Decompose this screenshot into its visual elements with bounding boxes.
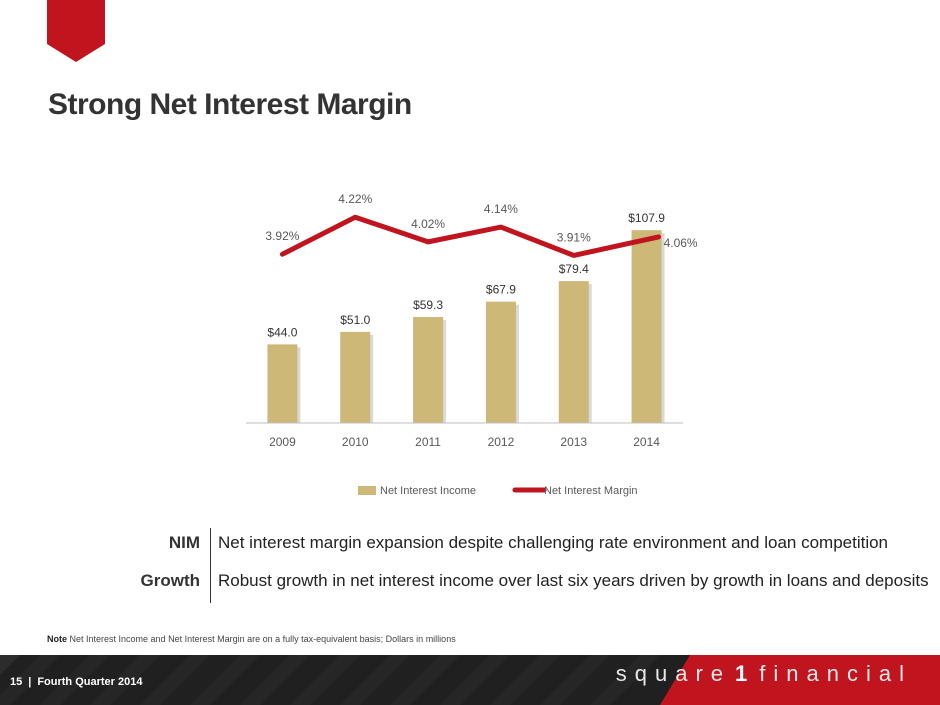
bar-value-label: $107.9	[628, 211, 665, 225]
footer-page-info: 15 | Fourth Quarter 2014	[10, 676, 142, 688]
brand-logo: square 1 financial	[616, 661, 912, 687]
footnote: Note Net Interest Income and Net Interes…	[47, 634, 456, 644]
bar-value-label: $79.4	[559, 262, 589, 276]
footer-period: Fourth Quarter 2014	[37, 676, 143, 688]
page-title: Strong Net Interest Margin	[48, 88, 412, 121]
margin-value-label: 4.22%	[338, 192, 372, 206]
footer-stripes	[0, 655, 940, 705]
footnote-text: Net Interest Income and Net Interest Mar…	[69, 634, 456, 644]
brand-logo-left: square	[615, 661, 732, 686]
bar-value-label: $59.3	[413, 298, 443, 312]
x-tick-label: 2013	[560, 435, 587, 449]
bar-2010	[340, 331, 371, 423]
x-tick-label: 2014	[633, 435, 660, 449]
margin-value-label: 3.92%	[265, 229, 299, 243]
bar-2014	[631, 230, 662, 423]
margin-value-label: 3.91%	[557, 230, 591, 244]
footer-separator: |	[28, 676, 32, 688]
margin-line	[279, 214, 662, 258]
chart: 2009 2010 2011 2012 2013 2014 $44.0 $51.0 $59.3 $…	[246, 192, 698, 497]
x-tick-label: 2010	[342, 435, 369, 449]
bar-2012	[485, 301, 516, 423]
legend-label-income: Net Interest Income	[380, 485, 476, 497]
page-number: 15	[10, 676, 23, 688]
x-tick-label: 2009	[269, 435, 296, 449]
brand-logo-one: 1	[735, 661, 756, 686]
legend-swatch-bar	[358, 486, 376, 495]
bar-value-label: $44.0	[267, 325, 297, 339]
legend-label-margin: Net Interest Margin	[544, 485, 638, 497]
footnote-label: Note	[47, 634, 67, 644]
bar-2011	[413, 317, 444, 423]
footer-bar: 15 | Fourth Quarter 2014 square 1 financial	[0, 655, 940, 705]
highlights-divider	[210, 528, 211, 603]
logo-tab	[47, 0, 105, 62]
highlight-key: NIM	[168, 533, 200, 552]
margin-value-label: 4.06%	[664, 236, 698, 250]
x-tick-label: 2011	[415, 435, 441, 449]
brand-logo-right: financial	[759, 661, 912, 686]
margin-value-label: 4.02%	[411, 217, 445, 231]
bar-2013	[558, 281, 589, 423]
margin-value-label: 4.14%	[484, 202, 518, 216]
x-tick-label: 2012	[488, 435, 515, 449]
bar-2009	[267, 344, 298, 423]
bar-value-label: $67.9	[486, 283, 516, 297]
highlight-text: Robust growth in net interest income ove…	[218, 571, 929, 590]
highlight-text: Net interest margin expansion despite ch…	[218, 533, 889, 552]
bar-value-label: $51.0	[340, 313, 370, 327]
highlight-key: Growth	[140, 571, 201, 590]
